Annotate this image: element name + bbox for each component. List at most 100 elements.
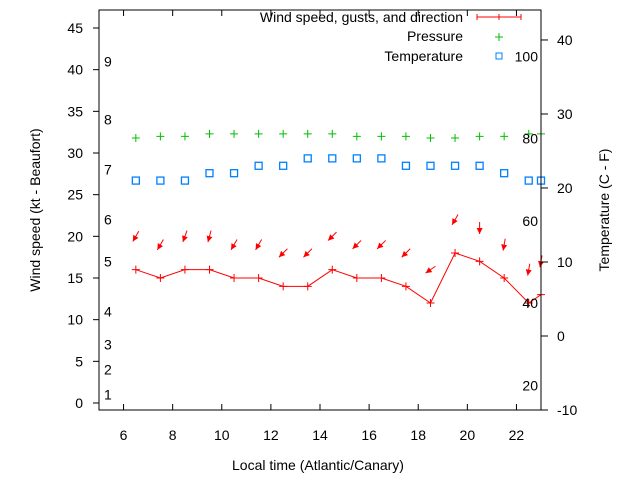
wind-arrow-head	[278, 250, 286, 258]
x-tick-label: 16	[361, 427, 377, 443]
wind-arrow-head	[425, 267, 433, 274]
beaufort-label: 6	[104, 212, 112, 228]
y2-tick-label: 10	[557, 254, 573, 270]
wind-speed-point	[451, 249, 460, 257]
wind-arrow-head	[452, 218, 458, 225]
y2-axis-label: Temperature (C - F)	[596, 149, 612, 272]
pressure-point	[352, 132, 361, 141]
fahrenheit-label: 40	[522, 295, 538, 311]
temperature-point	[352, 154, 361, 163]
wind-arrow-head	[377, 242, 384, 249]
temperature-point	[205, 169, 214, 178]
fahrenheit-label: 80	[522, 131, 538, 147]
legend-swatch-temperature	[495, 52, 503, 60]
fahrenheit-label: 100	[515, 48, 539, 64]
x-tick-label: 10	[214, 427, 230, 443]
wind-arrow-head	[157, 243, 163, 250]
x-tick-label: 22	[509, 427, 525, 443]
legend-label-wind: Wind speed, gusts, and direction	[260, 9, 463, 25]
y-tick-label: 10	[67, 312, 83, 328]
pressure-point	[180, 132, 189, 141]
temperature-point	[303, 154, 312, 163]
wind-speed-point	[524, 299, 533, 307]
temperature-point	[254, 161, 263, 170]
y-tick-label: 5	[75, 353, 83, 369]
x-tick-label: 8	[169, 427, 177, 443]
wind-speed-point	[401, 282, 410, 291]
wind-arrow-head	[132, 234, 139, 242]
y-axis-label: Wind speed (kt - Beaufort)	[27, 128, 43, 291]
y2-tick-label: 20	[557, 180, 573, 196]
pressure-point	[328, 129, 337, 138]
wind-speed-point	[279, 282, 288, 291]
wind-speed-point	[500, 274, 509, 282]
pressure-point	[377, 132, 386, 141]
legend-label-temperature: Temperature	[384, 48, 463, 64]
wind-arrow-head	[231, 243, 237, 250]
wind-arrow-head	[328, 234, 335, 241]
temperature-point	[450, 161, 460, 170]
temperature-point	[131, 176, 140, 185]
pressure-point	[475, 132, 484, 141]
wind-speed-point	[156, 274, 165, 282]
x-tick-label: 18	[410, 427, 426, 443]
pressure-point	[426, 134, 435, 142]
wind-speed-point	[352, 274, 361, 282]
x-tick-label: 12	[263, 427, 279, 443]
pressure-point	[524, 129, 533, 138]
legend: Wind speed, gusts, and direction Pressur…	[260, 9, 522, 64]
pressure-point	[401, 132, 410, 141]
pressure-point	[205, 129, 214, 138]
y2-tick-label: 40	[557, 32, 573, 48]
temperature-point	[377, 154, 386, 163]
chart-marks	[131, 129, 546, 307]
pressure-point	[451, 134, 460, 142]
temperature-point	[475, 161, 484, 170]
beaufort-label: 7	[104, 162, 112, 178]
wind-speed-point	[377, 274, 386, 282]
wind-arrow-head	[255, 243, 262, 250]
wind-arrow-head	[182, 235, 188, 242]
plot-border	[98, 9, 542, 411]
beaufort-label: 1	[104, 387, 112, 403]
wind-arrow-head	[501, 244, 508, 251]
temperature-point	[328, 154, 337, 163]
temperature-point	[401, 161, 411, 170]
wind-arrow-head	[476, 228, 483, 234]
y2-tick-label: -10	[557, 402, 577, 418]
pressure-point	[279, 129, 288, 138]
temperature-point	[500, 169, 509, 178]
wind-speed-point	[205, 265, 214, 274]
x-tick-label: 14	[312, 427, 328, 443]
beaufort-label: 8	[104, 112, 112, 128]
temperature-point	[426, 161, 435, 170]
wind-speed-point	[475, 257, 484, 266]
beaufort-label: 2	[104, 362, 112, 378]
y-tick-label: 35	[67, 103, 83, 119]
wind-speed-point	[180, 265, 189, 274]
beaufort-label: 9	[104, 53, 112, 69]
temperature-point	[229, 169, 239, 178]
y-tick-label: 45	[67, 20, 83, 36]
pressure-point	[131, 134, 140, 142]
pressure-point	[303, 129, 312, 138]
y-tick-label: 30	[67, 145, 83, 161]
legend-swatch-pressure	[495, 33, 503, 41]
fahrenheit-label: 60	[522, 213, 538, 229]
pressure-point	[254, 129, 263, 138]
x-tick-label: 20	[460, 427, 476, 443]
beaufort-label: 4	[104, 303, 112, 319]
wind-speed-line	[135, 252, 542, 304]
wind-arrow-head	[352, 242, 359, 249]
temperature-point	[156, 176, 165, 185]
wind-arrow-head	[401, 250, 409, 258]
x-tick-label: 6	[120, 427, 128, 443]
legend-swatch-wind	[476, 14, 522, 20]
wind-speed-point	[303, 282, 312, 291]
legend-label-pressure: Pressure	[407, 28, 463, 44]
y-tick-label: 15	[67, 270, 83, 286]
y2-tick-label: 0	[557, 328, 565, 344]
x-axis-label: Local time (Atlantic/Canary)	[232, 457, 404, 473]
axis-ticks: 6 8 10 12 14 16 18 20 22051015202530354045-10010…	[67, 10, 577, 443]
